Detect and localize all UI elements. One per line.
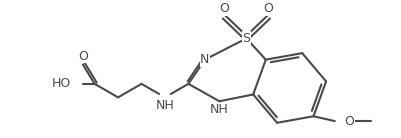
Text: NH: NH [156,99,174,112]
Text: O: O [264,2,273,15]
Text: O: O [219,2,229,15]
Text: N: N [200,53,210,66]
Text: HO: HO [52,77,71,90]
Text: O: O [78,50,88,63]
Text: O: O [344,115,354,128]
Text: NH: NH [210,103,229,116]
Text: S: S [243,32,251,45]
